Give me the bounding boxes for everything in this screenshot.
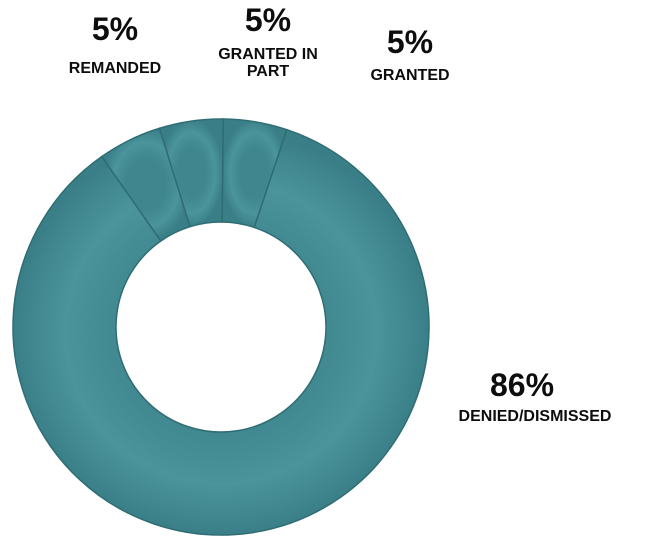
remanded-category-label: REMANDED: [68, 60, 162, 77]
granted-category-label: GRANTED: [370, 67, 450, 84]
slice-denied-dismissed: [12, 128, 430, 536]
granted-in-part-pct-label: 5%: [244, 2, 292, 38]
granted-pct-label: 5%: [386, 24, 434, 60]
remanded-pct-label: 5%: [91, 11, 139, 47]
denied-dismissed-pct-label: 86%: [489, 367, 555, 403]
denied-dismissed-category-label: DENIED/DISMISSED: [458, 408, 612, 425]
granted-in-part-category-label: GRANTED IN PART: [218, 46, 318, 80]
